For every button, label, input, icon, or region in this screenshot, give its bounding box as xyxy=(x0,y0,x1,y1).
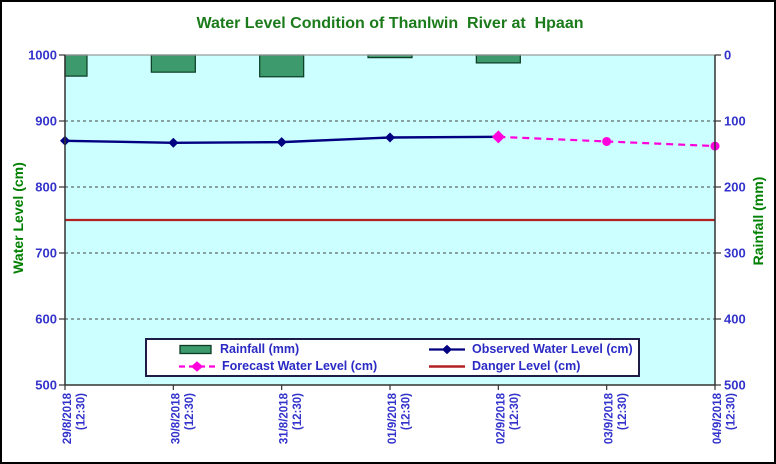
legend-label: Forecast Water Level (cm) xyxy=(222,358,378,373)
x-axis-label: 30/8/2018 (12:30) xyxy=(170,392,196,444)
right-axis-tick-label: 0 xyxy=(724,48,731,63)
left-axis-tick-label: 600 xyxy=(35,312,57,327)
x-axis-label: 02/9/2018 (12:30) xyxy=(495,392,521,444)
legend-label: Observed Water Level (cm) xyxy=(472,341,633,356)
right-axis-tick-label: 500 xyxy=(724,378,746,393)
danger-line-swatch xyxy=(429,360,465,373)
rainfall-bar xyxy=(150,54,196,73)
legend-item-forecast: Forecast Water Level (cm) xyxy=(147,358,429,373)
x-axis-label: 01/9/2018 (12:30) xyxy=(387,392,413,444)
chart-title: Water Level Condition of Thanlwin River … xyxy=(196,15,584,32)
observed-marker xyxy=(385,132,395,143)
legend-item-rainfall: Rainfall (mm) xyxy=(147,341,429,356)
legend-label: Danger Level (cm) xyxy=(472,358,581,373)
right-axis-tick-label: 200 xyxy=(724,180,746,195)
legend: Rainfall (mm) Observed Water Level (cm) … xyxy=(145,338,640,377)
legend-label: Rainfall (mm) xyxy=(220,341,300,356)
forecast-line-swatch xyxy=(179,360,215,373)
left-axis-tick-label: 500 xyxy=(35,378,57,393)
x-axis-label: 31/8/2018 (12:30) xyxy=(279,392,305,444)
legend-item-danger: Danger Level (cm) xyxy=(429,358,638,373)
observed-line-swatch xyxy=(429,343,465,356)
right-axis-tick-label: 100 xyxy=(724,114,746,129)
left-axis-tick-label: 800 xyxy=(35,180,57,195)
forecast-marker xyxy=(602,136,612,146)
rainfall-swatch xyxy=(179,343,213,356)
rainfall-bar xyxy=(475,54,521,64)
forecast-marker xyxy=(491,130,505,144)
right-axis-tick-label: 300 xyxy=(724,246,746,261)
observed-marker xyxy=(276,137,287,148)
x-axis-label: 04/9/2018 (12:30) xyxy=(712,392,738,444)
right-axis-tick-label: 400 xyxy=(724,312,746,327)
left-axis-tick-label: 700 xyxy=(35,246,57,261)
x-axis-label: 29/8/2018 (12:30) xyxy=(62,392,88,444)
left-axis-tick-label: 900 xyxy=(35,114,57,129)
left-axis-tick-label: 1000 xyxy=(28,48,57,63)
rainfall-bar xyxy=(64,54,88,77)
rainfall-bar xyxy=(259,54,305,78)
legend-item-observed: Observed Water Level (cm) xyxy=(429,341,638,356)
observed-marker xyxy=(168,137,179,148)
x-axis-label: 03/9/2018 (12:30) xyxy=(604,392,630,444)
